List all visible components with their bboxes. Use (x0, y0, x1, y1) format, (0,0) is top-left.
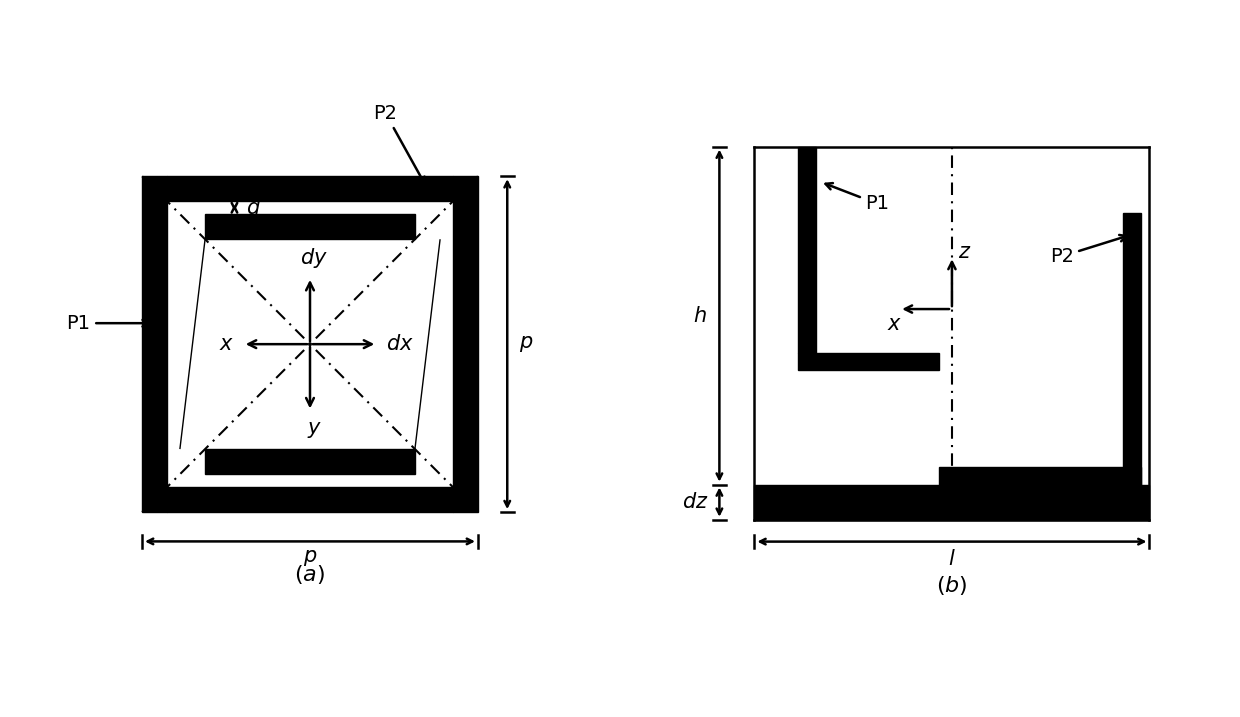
Text: $x$: $x$ (888, 315, 903, 334)
Polygon shape (143, 176, 167, 512)
Text: $y$: $y$ (306, 420, 321, 440)
Text: $p$: $p$ (303, 549, 317, 568)
Polygon shape (167, 487, 453, 512)
Polygon shape (754, 485, 1149, 520)
Polygon shape (415, 239, 440, 449)
Text: $dx$: $dx$ (387, 334, 414, 354)
Polygon shape (1123, 212, 1141, 485)
Text: $d$: $d$ (246, 198, 260, 218)
Text: $dy$: $dy$ (300, 246, 329, 270)
Polygon shape (167, 176, 453, 201)
Text: $(\mathit{a})$: $(\mathit{a})$ (294, 564, 326, 587)
Text: $(\mathit{b})$: $(\mathit{b})$ (936, 574, 967, 597)
Text: $x$: $x$ (218, 334, 233, 354)
Text: P1: P1 (67, 313, 149, 333)
Polygon shape (939, 467, 1141, 485)
Text: P2: P2 (373, 104, 425, 184)
Text: P2: P2 (1049, 235, 1126, 266)
Polygon shape (205, 449, 415, 474)
Text: $p$: $p$ (520, 334, 533, 354)
Polygon shape (799, 353, 939, 371)
Polygon shape (180, 239, 205, 449)
Text: $h$: $h$ (693, 305, 707, 326)
Text: P1: P1 (826, 183, 889, 213)
Polygon shape (205, 214, 415, 239)
Text: $dz$: $dz$ (682, 492, 708, 512)
Polygon shape (799, 147, 816, 353)
Polygon shape (453, 176, 477, 512)
Text: $l$: $l$ (949, 549, 956, 569)
Text: $z$: $z$ (959, 242, 972, 262)
